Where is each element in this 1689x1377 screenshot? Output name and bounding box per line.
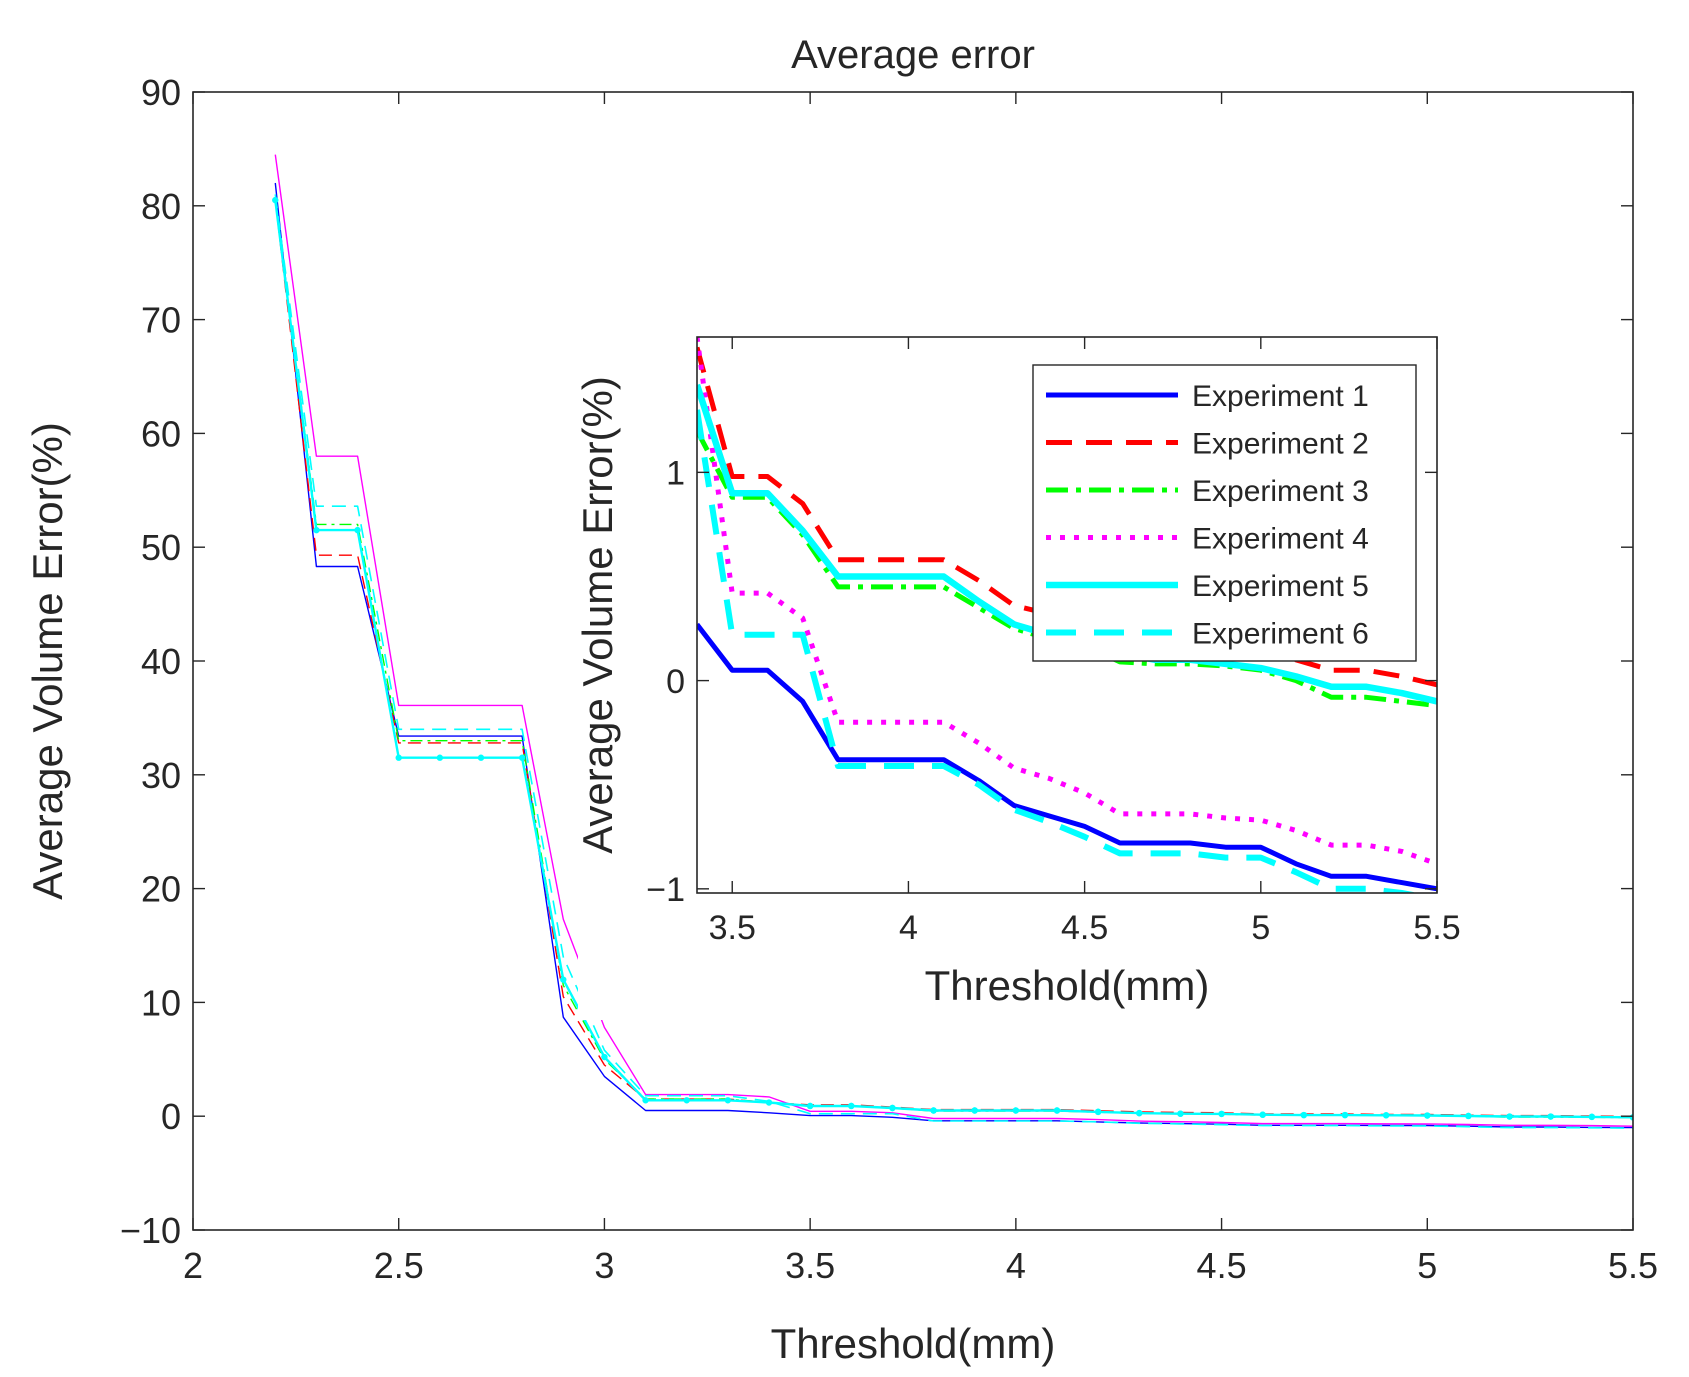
inset-plot-frame <box>696 336 1438 894</box>
y-tick-label: 20 <box>141 869 181 910</box>
series-point <box>930 1107 937 1114</box>
y-tick-label: 90 <box>141 72 181 113</box>
series-point <box>272 196 279 204</box>
x-tick-label: 5 <box>1417 1245 1437 1286</box>
legend-label-3: Experiment 3 <box>1192 475 1369 508</box>
y-tick-label: 0 <box>666 663 685 701</box>
x-tick-label: 3.5 <box>709 909 756 947</box>
series-point <box>395 754 402 761</box>
legend-box <box>1032 364 1417 662</box>
series-line-5 <box>274 199 1633 1119</box>
series-line-6 <box>697 409 1420 893</box>
series-point <box>354 526 361 534</box>
series-point <box>518 754 526 761</box>
x-tick-label: 4.5 <box>1061 909 1108 947</box>
main-series-group <box>272 154 1633 1129</box>
series-point <box>806 1102 814 1110</box>
series-point <box>1300 1111 1308 1119</box>
series-point <box>1547 1113 1554 1120</box>
x-tick-label: 5 <box>1251 909 1270 947</box>
x-tick-label: 2.5 <box>374 1245 424 1286</box>
main-x-axis-label: Threshold(mm) <box>771 1320 1056 1367</box>
legend-label-5: Experiment 5 <box>1192 570 1369 603</box>
legend-label-4: Experiment 4 <box>1192 523 1369 556</box>
series-line-3 <box>697 429 1437 709</box>
series-point <box>1341 1111 1349 1119</box>
inset-ticks-group: 3.5 4 4.5 5 5.5 −1 0 1 <box>646 337 1461 947</box>
y-tick-label: 60 <box>141 413 181 454</box>
y-tick-label: 80 <box>141 186 181 227</box>
inset-y-axis-label: Average Volume Error(%) <box>574 376 621 854</box>
series-point <box>1012 1107 1020 1114</box>
x-tick-label: 4.5 <box>1197 1245 1247 1286</box>
y-tick-label: 30 <box>141 755 181 796</box>
series-line-6 <box>274 194 1633 1129</box>
inset-x-axis-label: Threshold(mm) <box>925 962 1210 1009</box>
series-point <box>683 1097 690 1104</box>
series-point <box>1094 1108 1102 1116</box>
series-point <box>1588 1113 1596 1121</box>
y-tick-label: 10 <box>141 982 181 1023</box>
y-tick-label: −10 <box>120 1210 181 1251</box>
series-point <box>848 1102 855 1110</box>
y-tick-label: 0 <box>161 1096 181 1137</box>
main-chart-title: Average error <box>791 33 1035 77</box>
x-tick-label: 4 <box>1006 1245 1026 1286</box>
series-point <box>1465 1112 1472 1120</box>
series-point <box>1506 1113 1513 1120</box>
series-point <box>1424 1112 1431 1119</box>
series-point <box>1177 1110 1184 1117</box>
y-tick-label: 40 <box>141 641 181 682</box>
series-point <box>1053 1107 1061 1114</box>
series-point <box>436 754 444 761</box>
series-point <box>1259 1111 1266 1118</box>
x-tick-label: 4 <box>899 909 918 947</box>
series-point <box>477 754 485 761</box>
series-point <box>889 1104 896 1112</box>
series-point <box>971 1107 978 1114</box>
inset-chart: 3.5 4 4.5 5 5.5 −1 0 1 Threshold(mm) Average Vo… <box>574 320 1461 1020</box>
series-point <box>313 526 320 534</box>
legend-label-2: Experiment 2 <box>1192 428 1369 461</box>
legend-label-6: Experiment 6 <box>1192 618 1369 651</box>
y-tick-label: 1 <box>666 455 685 493</box>
legend: Experiment 1 Experiment 2 Experiment 3 Expe… <box>1032 364 1417 662</box>
y-tick-label: 70 <box>141 300 181 341</box>
series-point <box>560 976 567 983</box>
x-tick-label: 5.5 <box>1608 1245 1658 1286</box>
series-line-4 <box>274 154 1633 1127</box>
series-point <box>1136 1109 1143 1117</box>
x-tick-label: 3.5 <box>785 1245 835 1286</box>
series-point <box>724 1097 732 1104</box>
y-tick-label: 50 <box>141 527 181 568</box>
series-point <box>1218 1110 1225 1118</box>
series-line-1 <box>697 622 1437 892</box>
series-point <box>601 1053 608 1061</box>
series-point <box>765 1099 773 1106</box>
legend-label-1: Experiment 1 <box>1192 380 1369 413</box>
x-tick-label: 5.5 <box>1413 909 1460 947</box>
main-y-axis-label: Average Volume Error(%) <box>24 422 71 900</box>
series-point <box>642 1097 649 1104</box>
x-tick-label: 3 <box>594 1245 614 1286</box>
y-tick-label: −1 <box>646 871 685 909</box>
series-point <box>1382 1112 1390 1119</box>
x-tick-label: 2 <box>183 1245 203 1286</box>
